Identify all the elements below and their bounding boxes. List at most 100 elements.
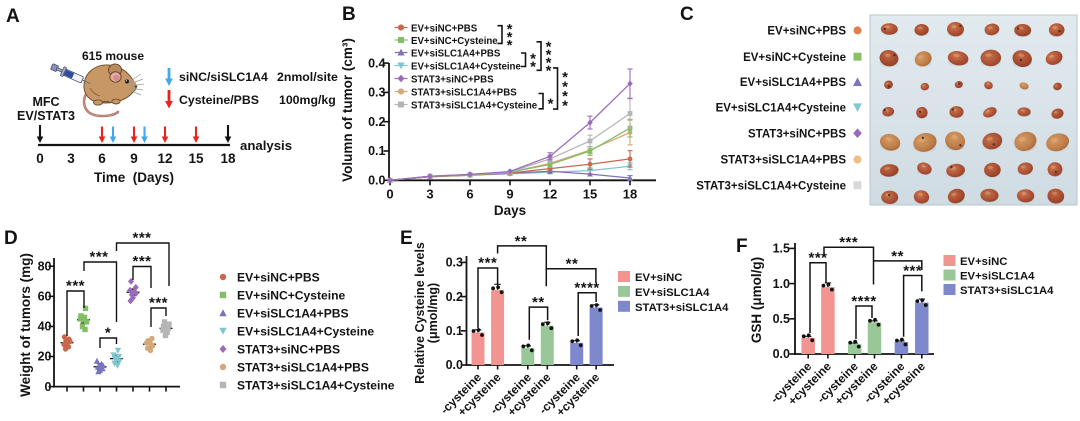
svg-text:0: 0 — [45, 380, 52, 394]
svg-text:B: B — [342, 4, 356, 25]
svg-text:EV+siSLC1A4+PBS: EV+siSLC1A4+PBS — [237, 307, 349, 321]
svg-text:18: 18 — [220, 151, 236, 166]
svg-text:*: * — [548, 96, 554, 113]
svg-text:Cysteine/PBS: Cysteine/PBS — [179, 93, 259, 107]
svg-text:F: F — [736, 236, 748, 257]
svg-text:EV+siNC+PBS: EV+siNC+PBS — [411, 24, 478, 35]
svg-text:*: * — [546, 55, 552, 72]
svg-text:9: 9 — [506, 186, 513, 201]
svg-text:*: * — [105, 325, 111, 342]
svg-text:0.5: 0.5 — [773, 312, 790, 326]
svg-text:EV+siNC: EV+siNC — [635, 272, 682, 284]
svg-text:*: * — [546, 63, 552, 80]
svg-text:****: **** — [851, 293, 876, 310]
svg-text:***: *** — [478, 255, 497, 272]
svg-text:STAT3+siNC+PBS: STAT3+siNC+PBS — [411, 75, 494, 86]
svg-text:3: 3 — [426, 186, 433, 201]
svg-text:C: C — [680, 4, 694, 25]
svg-text:***: *** — [808, 250, 827, 267]
svg-text:Time (Days): Time (Days) — [94, 170, 174, 185]
svg-text:0.3: 0.3 — [446, 256, 463, 270]
svg-text:*: * — [507, 37, 513, 54]
svg-text:0.0: 0.0 — [368, 174, 385, 188]
svg-text:Volumn of tumor (cm³): Volumn of tumor (cm³) — [340, 38, 355, 182]
svg-text:**: ** — [532, 294, 545, 311]
svg-text:STAT3+siSLC1A4+Cysteine: STAT3+siSLC1A4+Cysteine — [237, 379, 395, 393]
svg-text:18: 18 — [623, 186, 637, 201]
svg-text:STAT3+siSLC1A4+Cysteine: STAT3+siSLC1A4+Cysteine — [696, 180, 846, 192]
svg-text:*: * — [562, 78, 568, 95]
svg-text:EV+siNC+Cysteine: EV+siNC+Cysteine — [237, 289, 345, 303]
svg-text:EV+siSLC1A4+Cysteine: EV+siSLC1A4+Cysteine — [716, 103, 846, 115]
svg-text:6: 6 — [466, 186, 473, 201]
svg-text:EV+siSLC1A4+Cysteine: EV+siSLC1A4+Cysteine — [411, 62, 521, 73]
svg-text:0.1: 0.1 — [446, 324, 463, 338]
svg-text:STAT3+siSLC1A4+PBS: STAT3+siSLC1A4+PBS — [411, 88, 517, 99]
svg-text:EV+siSLC1A4+PBS: EV+siSLC1A4+PBS — [740, 77, 846, 89]
svg-text:0.4: 0.4 — [368, 56, 385, 70]
svg-text:Relative Cysteine levels: Relative Cysteine levels — [413, 242, 427, 384]
svg-text:0.3: 0.3 — [368, 86, 385, 100]
svg-text:20: 20 — [38, 350, 52, 364]
svg-text:Weight of tumors (mg): Weight of tumors (mg) — [18, 253, 33, 397]
svg-text:0.2: 0.2 — [446, 290, 463, 304]
svg-text:*: * — [562, 69, 568, 86]
svg-text:12: 12 — [543, 186, 557, 201]
svg-text:siNC/siSLC1A4: siNC/siSLC1A4 — [179, 70, 268, 84]
svg-text:MFC: MFC — [32, 95, 59, 109]
svg-text:1.0: 1.0 — [773, 277, 790, 291]
svg-text:GSH (μmol/g): GSH (μmol/g) — [749, 257, 764, 343]
svg-text:***: *** — [132, 253, 151, 270]
svg-text:615 mouse: 615 mouse — [82, 49, 144, 63]
svg-text:EV+siNC+Cysteine: EV+siNC+Cysteine — [411, 36, 498, 47]
svg-text:9: 9 — [130, 151, 138, 166]
svg-text:15: 15 — [188, 151, 204, 166]
svg-text:****: **** — [574, 280, 599, 297]
svg-text:EV+siNC+PBS: EV+siNC+PBS — [767, 26, 846, 38]
svg-text:***: *** — [132, 230, 151, 247]
svg-text:0.2: 0.2 — [368, 115, 385, 129]
svg-text:Days: Days — [494, 203, 526, 218]
svg-text:EV+siSLC1A4: EV+siSLC1A4 — [960, 271, 1035, 283]
svg-text:**: ** — [566, 256, 579, 273]
svg-text:EV+siSLC1A4: EV+siSLC1A4 — [635, 287, 710, 299]
svg-text:STAT3+siSLC1A4+Cysteine: STAT3+siSLC1A4+Cysteine — [411, 101, 538, 112]
svg-text:*: * — [546, 39, 552, 56]
svg-text:STAT3+siSLC1A4+PBS: STAT3+siSLC1A4+PBS — [237, 361, 369, 375]
svg-text:*: * — [562, 88, 568, 105]
svg-text:0.0: 0.0 — [446, 358, 463, 372]
svg-text:***: *** — [66, 278, 85, 295]
svg-text:STAT3+siSLC1A4: STAT3+siSLC1A4 — [635, 302, 729, 314]
svg-text:60: 60 — [38, 290, 52, 304]
svg-text:*: * — [546, 47, 552, 64]
svg-text:*: * — [530, 51, 536, 68]
svg-text:0: 0 — [36, 151, 44, 166]
svg-text:STAT3+siSLC1A4+PBS: STAT3+siSLC1A4+PBS — [721, 155, 847, 167]
svg-text:D: D — [4, 228, 18, 249]
svg-text:3: 3 — [67, 151, 75, 166]
svg-text:STAT3+siNC+PBS: STAT3+siNC+PBS — [237, 343, 340, 357]
svg-text:(μmol/mg): (μmol/mg) — [426, 283, 440, 343]
svg-text:***: *** — [839, 234, 858, 251]
svg-text:**: ** — [891, 248, 904, 265]
svg-text:E: E — [400, 228, 413, 249]
svg-text:***: *** — [149, 295, 168, 312]
svg-text:12: 12 — [157, 151, 172, 166]
svg-text:EV+siSLC1A4+PBS: EV+siSLC1A4+PBS — [411, 49, 501, 60]
svg-text:*: * — [507, 29, 513, 46]
svg-text:*: * — [562, 97, 568, 114]
svg-text:*: * — [507, 21, 513, 38]
svg-text:**: ** — [515, 233, 528, 250]
svg-text:80: 80 — [38, 259, 52, 273]
svg-text:***: *** — [89, 249, 108, 266]
svg-text:EV+siNC: EV+siNC — [960, 256, 1007, 268]
svg-text:100mg/kg: 100mg/kg — [279, 93, 336, 107]
svg-text:EV+siNC+PBS: EV+siNC+PBS — [237, 271, 320, 285]
svg-text:***: *** — [903, 262, 922, 279]
svg-text:6: 6 — [98, 151, 106, 166]
svg-text:EV+siNC+Cysteine: EV+siNC+Cysteine — [743, 52, 846, 64]
svg-text:1.5: 1.5 — [773, 242, 790, 256]
svg-text:15: 15 — [583, 186, 597, 201]
svg-text:EV/STAT3: EV/STAT3 — [17, 109, 75, 123]
svg-text:*: * — [530, 59, 536, 76]
